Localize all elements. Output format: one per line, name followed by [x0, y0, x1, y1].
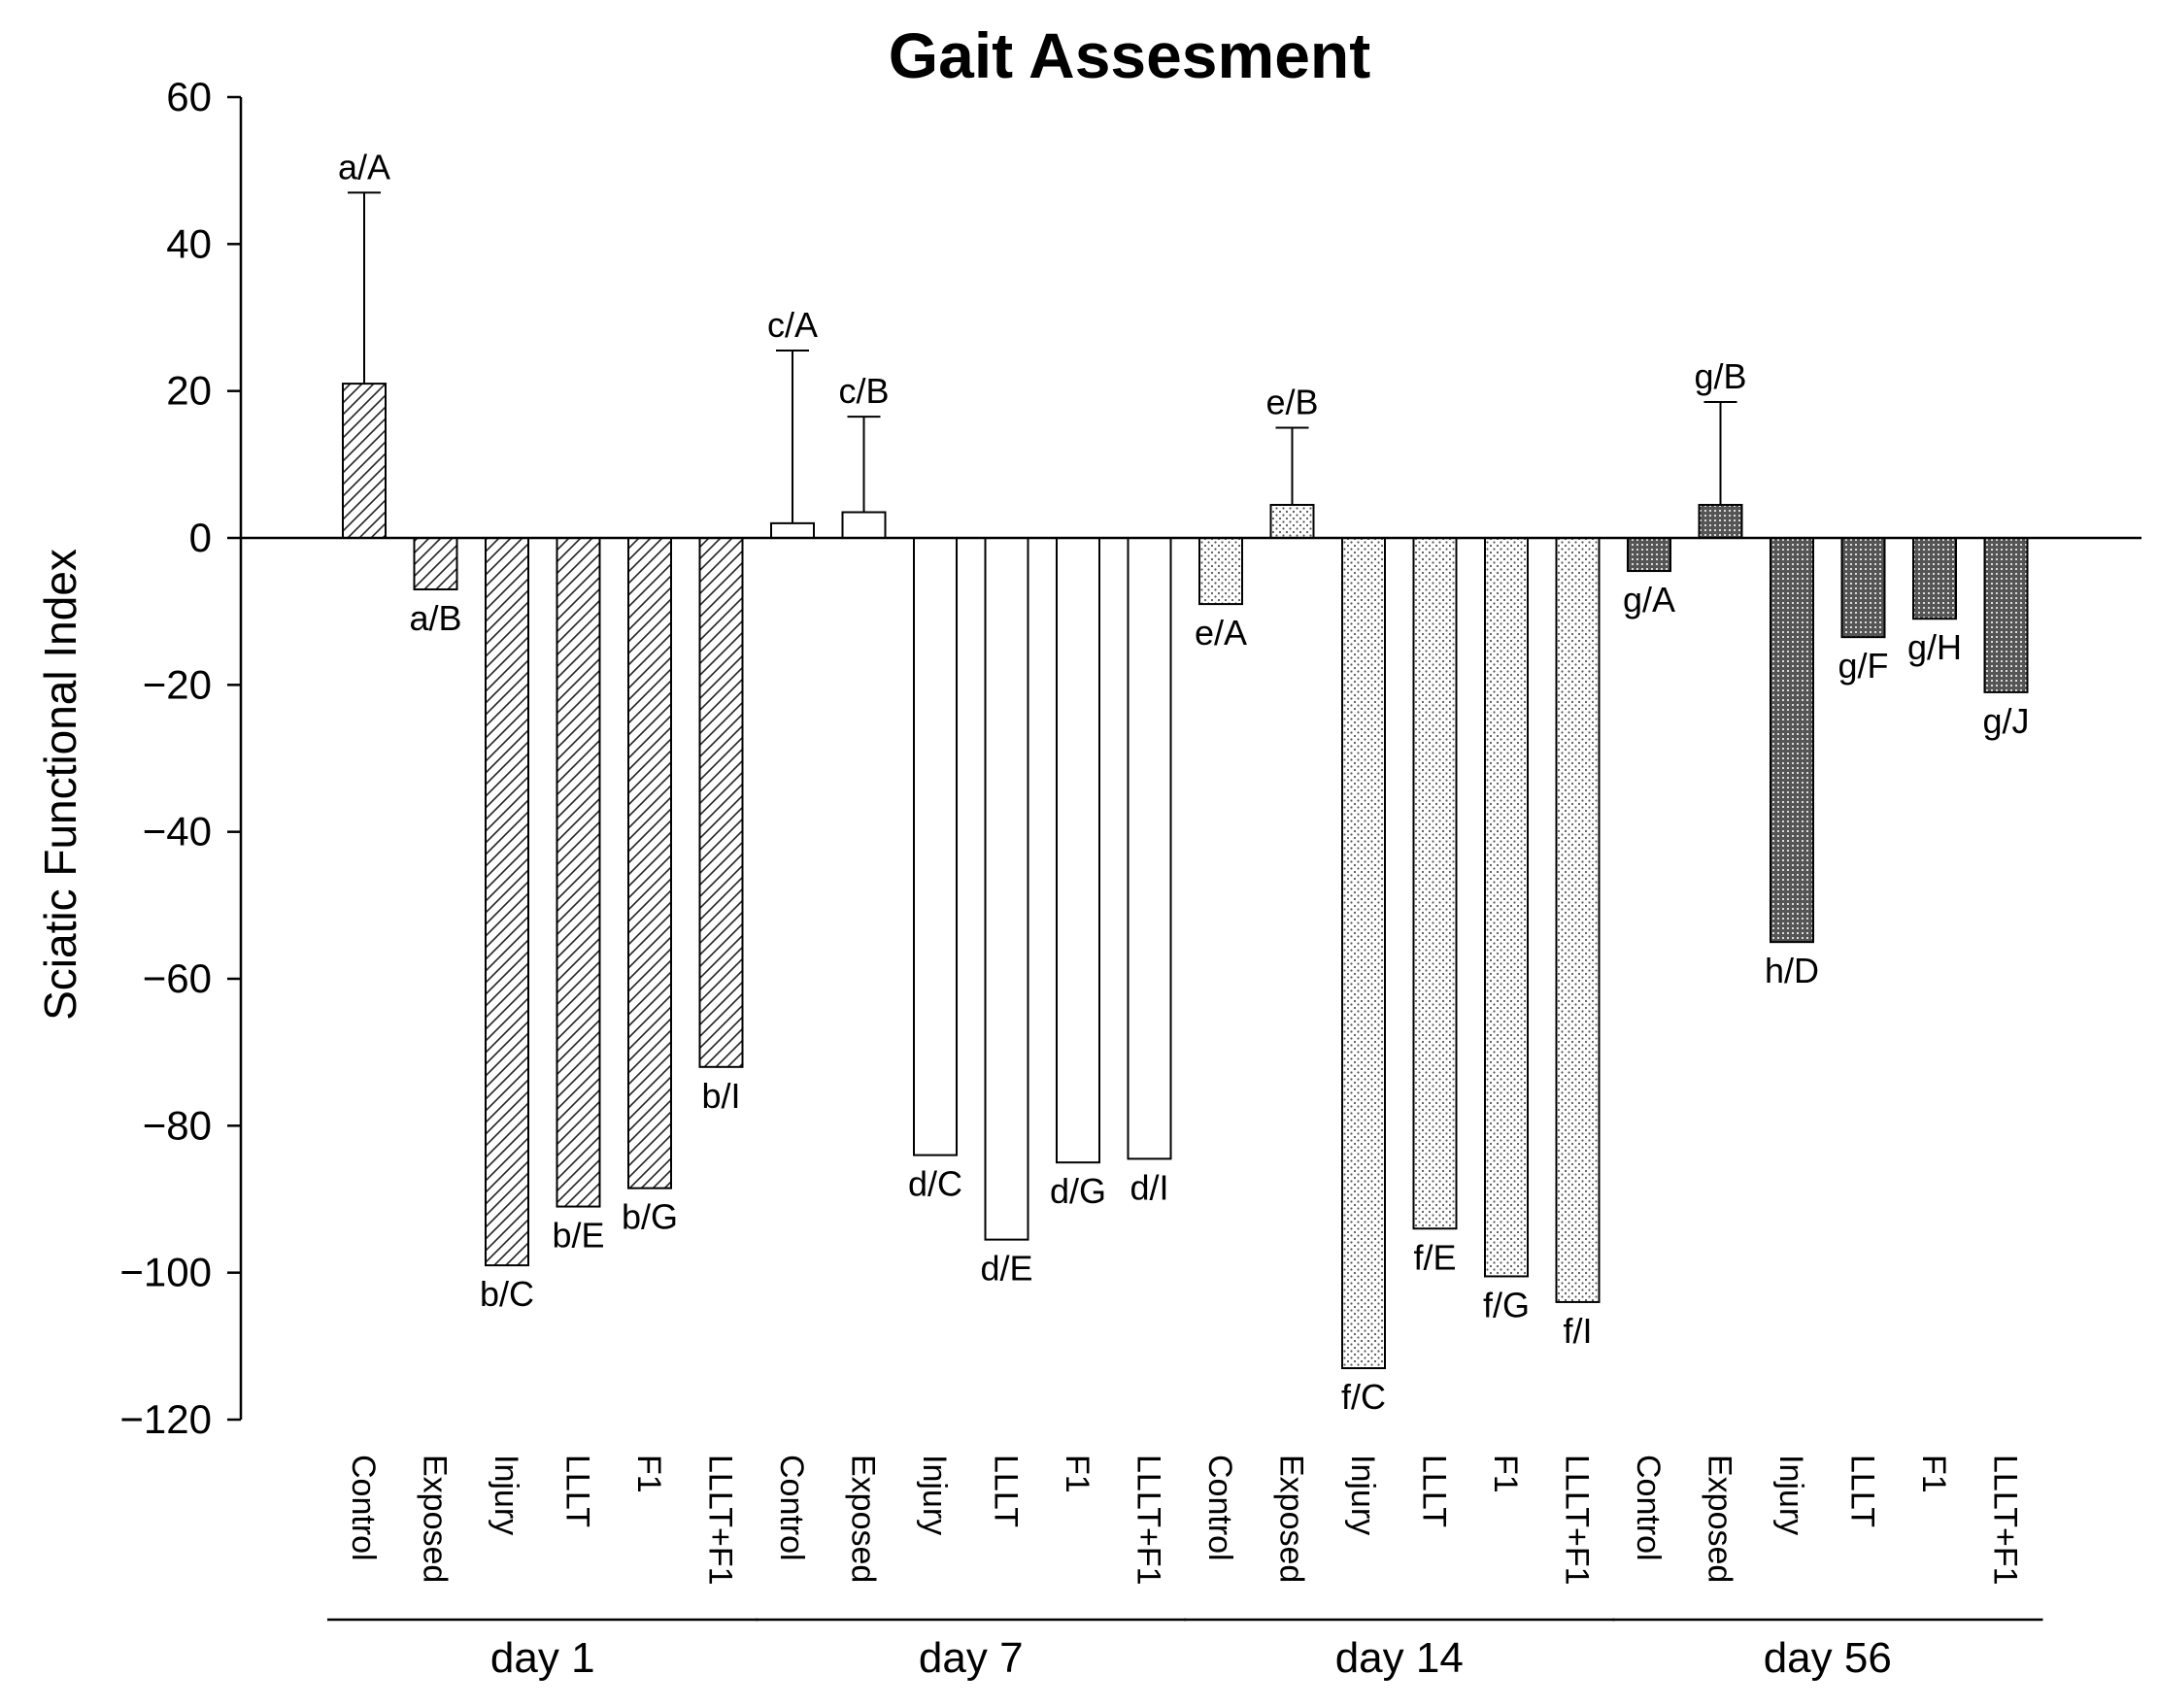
significance-label: b/I — [701, 1076, 740, 1116]
x-category-label: Control — [1630, 1455, 1667, 1561]
significance-label: g/H — [1907, 627, 1962, 667]
y-tick-label: 60 — [166, 74, 212, 119]
significance-label: b/G — [622, 1197, 678, 1237]
significance-label: g/A — [1623, 580, 1675, 620]
bar-day56-lllt — [1840, 537, 1886, 639]
x-category-label: Injury — [488, 1455, 524, 1535]
significance-label: f/I — [1563, 1311, 1592, 1351]
x-category-label: Control — [345, 1455, 382, 1561]
x-category-label: Control — [773, 1455, 810, 1561]
x-category-label: Injury — [1772, 1455, 1809, 1535]
significance-label: d/C — [908, 1164, 962, 1204]
group-label: day 7 — [919, 1634, 1024, 1682]
y-tick-label: 40 — [166, 220, 212, 266]
significance-label: b/C — [480, 1274, 534, 1314]
bar-day56-injury — [1770, 537, 1814, 944]
x-group-labels: day 1 day 7 day 14 day 56 — [327, 1618, 2043, 1682]
bar-day14-f1 — [1484, 537, 1529, 1278]
significance-label: f/C — [1341, 1377, 1386, 1417]
x-category-label: LLLT+F1 — [702, 1455, 739, 1586]
y-axis-label: Sciatic Functional Index — [35, 549, 85, 1021]
bar-day56-exposed — [1698, 503, 1743, 540]
x-category-label: Injury — [1344, 1455, 1381, 1535]
bar-day1-f1 — [627, 537, 672, 1189]
x-category-label: LLLT+F1 — [1559, 1455, 1596, 1586]
y-tick-label: −120 — [119, 1396, 212, 1442]
bar-day1-control — [342, 383, 387, 539]
bar-day14-lllt — [1412, 537, 1458, 1230]
group-label: day 14 — [1335, 1634, 1464, 1682]
significance-label: g/J — [1982, 701, 2029, 741]
y-tick-label: 0 — [189, 515, 212, 560]
x-category-label: Exposed — [417, 1455, 454, 1583]
significance-label: d/G — [1050, 1171, 1106, 1211]
x-category-label: Exposed — [1702, 1455, 1738, 1583]
significance-label: f/E — [1413, 1237, 1456, 1277]
bar-day1-lllt+f1 — [698, 537, 744, 1068]
significance-label: f/G — [1483, 1285, 1530, 1324]
y-tick-label: 20 — [166, 368, 212, 414]
x-category-label: Exposed — [845, 1455, 882, 1583]
bar-day7-exposed — [841, 511, 887, 539]
bar-day56-lllt+f1 — [1983, 537, 2029, 693]
bar-day14-lllt+f1 — [1555, 537, 1601, 1303]
x-category-labels: Control Exposed Injury LLLT F1 LLLT+F1 Control… — [345, 1455, 2024, 1586]
y-tick-label: −40 — [143, 809, 212, 854]
bar-day7-injury — [913, 537, 958, 1156]
bar-day7-lllt — [984, 537, 1029, 1241]
group-label: day 1 — [490, 1634, 595, 1682]
bar-day1-lllt — [556, 537, 601, 1208]
bar-day7-control — [770, 521, 815, 539]
x-category-label: Exposed — [1273, 1455, 1310, 1583]
x-category-label: LLLT — [1844, 1455, 1881, 1527]
bar-day1-injury — [485, 537, 529, 1267]
significance-label: c/B — [838, 371, 889, 411]
group-label: day 56 — [1764, 1634, 1892, 1682]
significance-label: g/B — [1694, 356, 1746, 396]
x-category-label: LLLT — [988, 1455, 1025, 1527]
x-category-label: F1 — [1915, 1455, 1952, 1493]
chart-title: Gait Assesment — [889, 19, 1370, 91]
bars: a/A a/B b/C b/E b/G b/I c/A c/B d/C d/E d/G d/I e/A e… — [241, 147, 2141, 1417]
x-category-label: Injury — [916, 1455, 953, 1535]
bar-day7-f1 — [1056, 537, 1100, 1164]
bar-day14-injury — [1341, 537, 1386, 1370]
bar-day14-control — [1198, 537, 1243, 606]
x-category-label: F1 — [1059, 1455, 1096, 1493]
significance-label: d/E — [980, 1249, 1032, 1289]
significance-label: g/F — [1838, 646, 1888, 686]
y-axis: 60 40 20 0 −20 −40 −60 −80 −100 −120 — [119, 74, 243, 1442]
significance-label: c/A — [767, 305, 818, 345]
significance-label: e/A — [1195, 613, 1247, 653]
y-tick-label: −80 — [143, 1102, 212, 1148]
y-tick-label: −20 — [143, 661, 212, 707]
significance-label: e/B — [1265, 383, 1318, 422]
bar-day56-control — [1627, 537, 1671, 573]
x-category-label: LLLT+F1 — [1987, 1455, 2024, 1586]
significance-label: d/I — [1130, 1167, 1168, 1207]
y-tick-label: −60 — [143, 955, 212, 1001]
significance-label: a/A — [338, 147, 390, 186]
x-category-label: LLLT — [1416, 1455, 1453, 1527]
x-category-label: LLLT — [559, 1455, 596, 1527]
x-category-label: LLLT+F1 — [1130, 1455, 1167, 1586]
x-category-label: F1 — [630, 1455, 667, 1493]
y-tick-label: −100 — [119, 1250, 212, 1295]
significance-label: a/B — [409, 598, 461, 638]
significance-label: h/D — [1765, 951, 1819, 990]
x-category-label: Control — [1201, 1455, 1238, 1561]
x-category-label: F1 — [1487, 1455, 1524, 1493]
bar-day1-exposed — [413, 537, 458, 590]
bar-day56-f1 — [1912, 537, 1957, 620]
bar-day14-exposed — [1269, 503, 1315, 540]
bar-day7-lllt+f1 — [1127, 537, 1172, 1160]
significance-label: b/E — [552, 1216, 604, 1256]
